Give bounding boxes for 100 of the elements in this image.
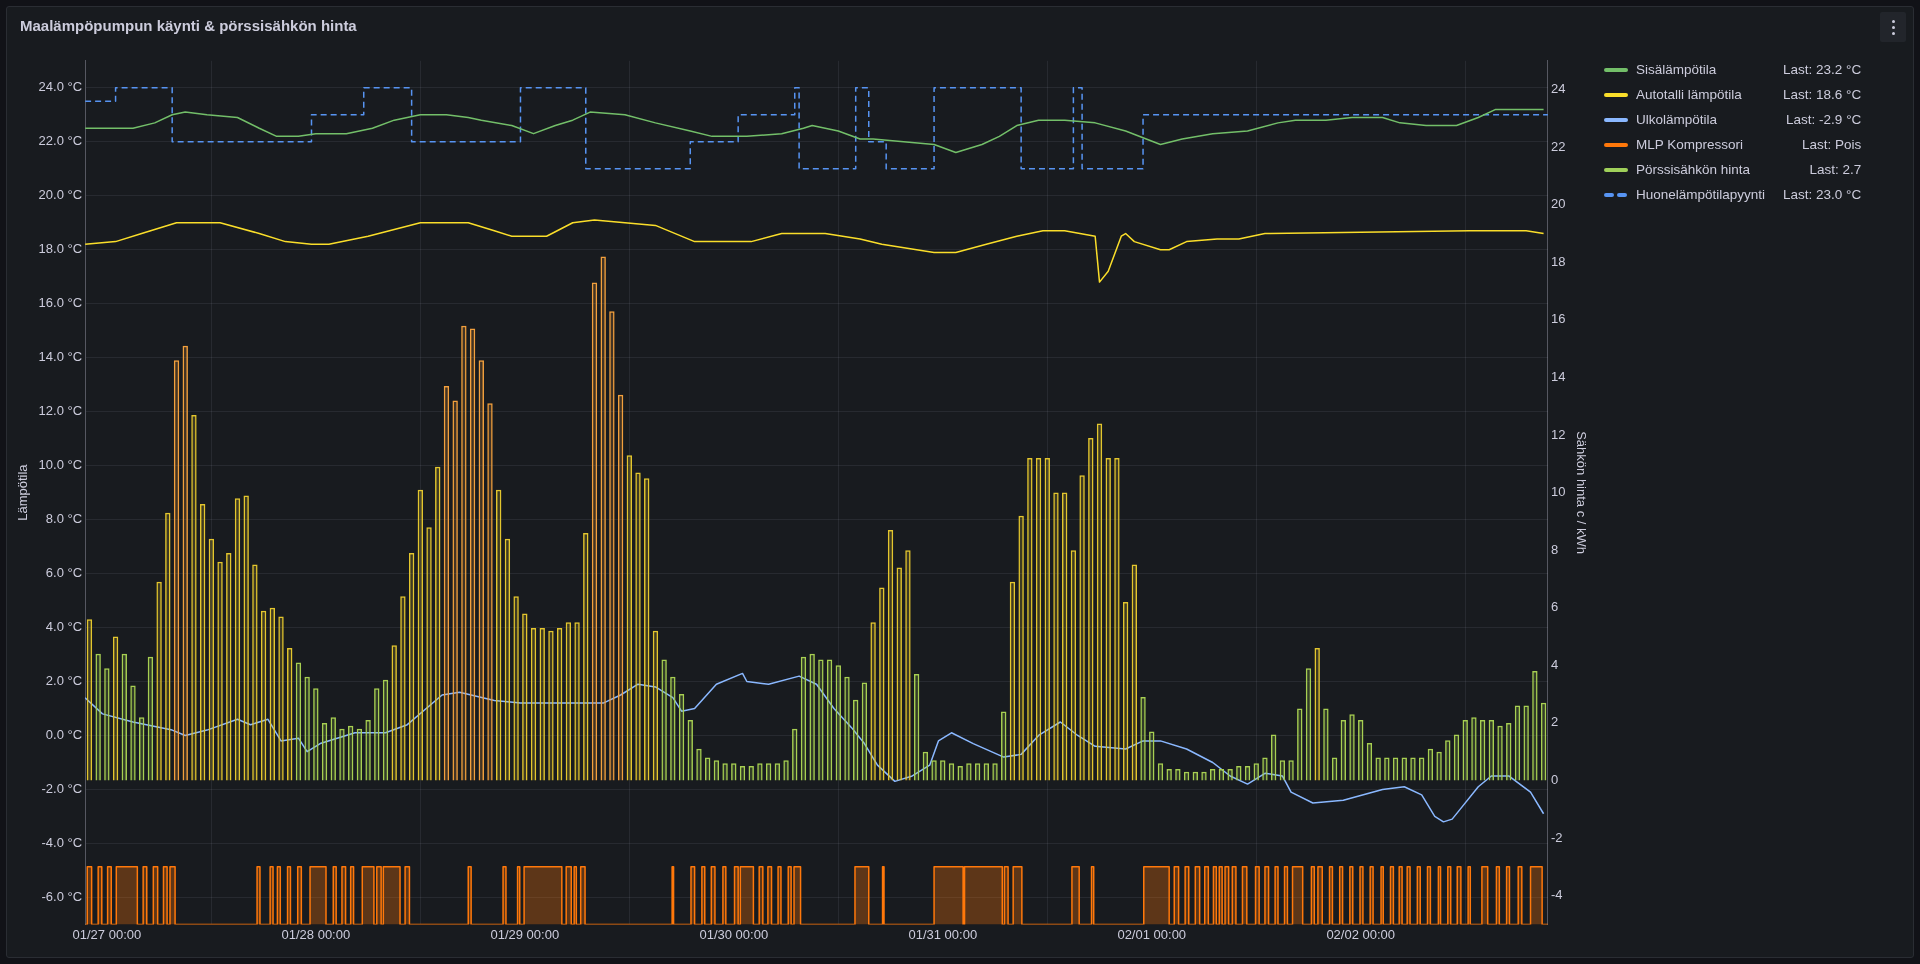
bar [1479, 720, 1486, 781]
y2-tick-label: 14 [1550, 369, 1566, 385]
bar [1270, 734, 1277, 781]
y2-tick-label: 18 [1550, 253, 1566, 269]
bar [556, 627, 563, 781]
bar [1488, 720, 1495, 781]
bar [530, 627, 537, 781]
y-axis-title: Lämpötila [15, 463, 31, 521]
chart-title: Maalämpöpumpun käynti & pörssisähkön hinta [20, 17, 357, 34]
bar [974, 763, 981, 781]
bar [139, 717, 145, 781]
x-tick-label: 02/02 00:00 [1326, 926, 1396, 942]
bar [983, 763, 990, 781]
y-tick-label: 4.0 °C [45, 619, 83, 635]
y-tick-label: -6.0 °C [41, 888, 83, 904]
bar [112, 636, 119, 781]
bar [739, 766, 746, 781]
y2-tick-label: 6 [1550, 599, 1559, 615]
bar [1418, 757, 1425, 781]
bar [948, 763, 955, 781]
bar [1366, 743, 1373, 781]
bar [1061, 492, 1068, 781]
y-tick-label: 16.0 °C [38, 295, 83, 311]
text: Last: 2.7 [1808, 162, 1862, 177]
y-tick-label: 22.0 °C [38, 133, 83, 149]
legend-label: Ulkolämpötila [1636, 112, 1719, 127]
text: Last: Pois [1801, 137, 1862, 152]
bar [1453, 734, 1460, 781]
y2-tick-label: 4 [1550, 656, 1559, 672]
bar [347, 725, 354, 781]
y-tick-label: 6.0 °C [45, 565, 83, 581]
bar [199, 504, 206, 781]
bar [356, 728, 363, 781]
x-tick-label: 01/29 00:00 [490, 926, 560, 942]
x-tick-label: 02/01 00:00 [1117, 926, 1187, 942]
text: Last: 23.0 °C [1782, 187, 1862, 202]
y2-tick-label: 10 [1550, 484, 1566, 500]
bar [591, 282, 598, 781]
bar [147, 656, 154, 781]
x-tick-label: 01/27 00:00 [72, 926, 142, 942]
text: Last: -2.9 °C [1785, 112, 1862, 127]
legend-label: MLP Kompressori [1636, 137, 1745, 152]
y2-tick-label: 8 [1550, 541, 1559, 557]
bar [321, 722, 328, 781]
bar [826, 659, 833, 781]
y2-tick-label: 20 [1550, 196, 1566, 212]
bar [295, 662, 302, 781]
bar [1122, 601, 1129, 781]
y-tick-label: 14.0 °C [38, 349, 83, 365]
bar [1070, 550, 1077, 781]
y2-tick-label: 16 [1550, 311, 1566, 327]
bar [382, 679, 389, 781]
bar [704, 757, 711, 781]
y2-tick-label: 2 [1550, 714, 1559, 730]
legend-label: Autotalli lämpötila [1636, 87, 1743, 102]
y2-tick-label: 22 [1550, 138, 1566, 154]
bar [565, 622, 572, 781]
bar [443, 386, 450, 781]
y2-tick-label: 24 [1550, 81, 1566, 97]
bar [173, 360, 180, 781]
y2-tick-label: 0 [1550, 772, 1559, 788]
y-tick-label: 8.0 °C [45, 511, 83, 527]
y-tick-label: 20.0 °C [38, 187, 83, 203]
bar [269, 607, 276, 781]
bar [626, 455, 633, 781]
x-tick-label: 01/31 00:00 [908, 926, 978, 942]
bar [1157, 763, 1164, 781]
bar [913, 673, 920, 781]
y-tick-label: 18.0 °C [38, 241, 83, 257]
bar [1035, 458, 1042, 781]
legend-label: Pörssisähkön hinta [1636, 162, 1752, 177]
bar [678, 694, 685, 781]
bar [469, 328, 476, 781]
bar [1340, 720, 1347, 781]
y-tick-label: 2.0 °C [45, 673, 83, 689]
bar [260, 610, 267, 781]
bar [1009, 581, 1016, 781]
bar [1514, 705, 1521, 781]
bar [1427, 748, 1434, 781]
bar [234, 498, 241, 781]
bar [208, 538, 215, 781]
bar [713, 760, 720, 781]
bar [800, 656, 807, 781]
bar [408, 553, 415, 781]
legend-label: Huonelämpötilapyynti [1636, 187, 1766, 202]
y-tick-label: 12.0 °C [38, 403, 83, 419]
y2-tick-label: -4 [1550, 887, 1563, 903]
y2-tick-label: -2 [1550, 829, 1563, 845]
bar [1392, 757, 1399, 781]
y-tick-label: 24.0 °C [38, 79, 83, 95]
bar [617, 394, 624, 781]
bar [1540, 702, 1547, 781]
bar [652, 630, 659, 781]
text: Last: 23.2 °C [1782, 62, 1862, 77]
bar [1096, 423, 1103, 781]
bar [1331, 757, 1338, 781]
bar [86, 619, 93, 781]
y-tick-label: -2.0 °C [41, 781, 83, 797]
y2-axis-title: Sähkön hinta c / kWh [1573, 431, 1589, 555]
bar [1218, 768, 1225, 781]
